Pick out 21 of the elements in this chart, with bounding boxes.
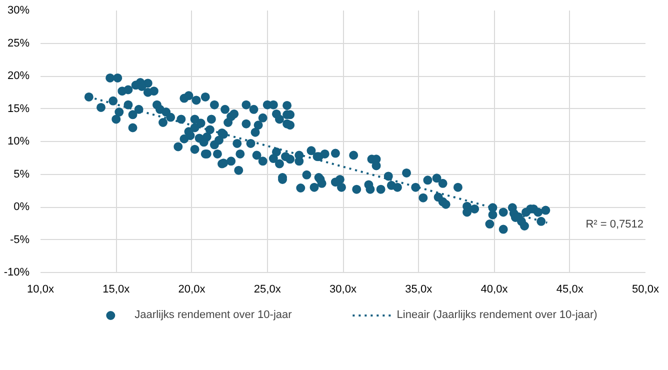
x-tick-label: 20,0x xyxy=(178,284,206,296)
x-tick-label: 25,0x xyxy=(254,284,282,296)
y-tick-label: -10% xyxy=(4,266,30,278)
y-tick-label: 10% xyxy=(7,136,30,148)
y-tick-label: 20% xyxy=(7,70,30,82)
legend-label: Lineair (Jaarlijks rendement over 10-jaar) xyxy=(396,309,598,321)
x-tick-label: 50,0x xyxy=(632,284,660,296)
x-tick-label: 35,0x xyxy=(405,284,433,296)
legend-label: Jaarlijks rendement over 10-jaar xyxy=(134,309,292,321)
y-tick-label: 15% xyxy=(7,102,30,115)
y-tick-label: 30% xyxy=(7,4,30,16)
annotation: R² = 0,7512 xyxy=(586,218,644,230)
x-tick-label: 40,0x xyxy=(480,284,508,296)
y-tick-label: 25% xyxy=(7,37,30,50)
y-tick-label: 5% xyxy=(14,168,30,180)
x-tick-label: 10,0x xyxy=(27,284,54,296)
x-tick-label: 15,0x xyxy=(102,284,130,296)
x-tick-label: 45,0x xyxy=(556,284,584,296)
x-tick-label: 30,0x xyxy=(330,284,357,296)
y-tick-label: -5% xyxy=(10,234,30,246)
y-tick-label: 0% xyxy=(14,201,30,213)
